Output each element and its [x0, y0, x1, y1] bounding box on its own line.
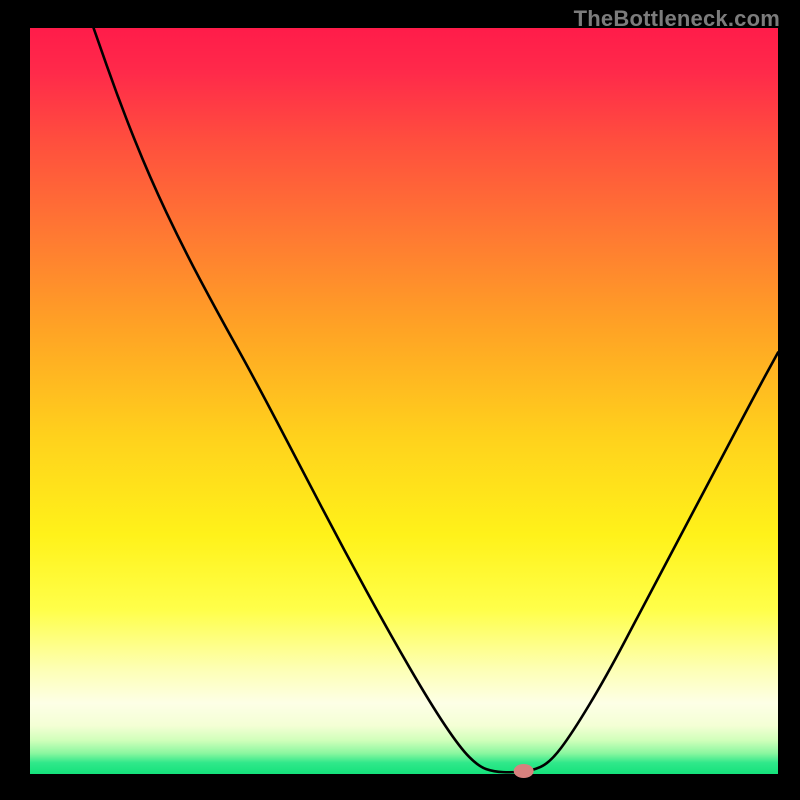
bottleneck-chart [0, 0, 800, 800]
optimum-marker [514, 764, 534, 778]
plot-area [30, 28, 778, 774]
watermark-text: TheBottleneck.com [574, 6, 780, 32]
